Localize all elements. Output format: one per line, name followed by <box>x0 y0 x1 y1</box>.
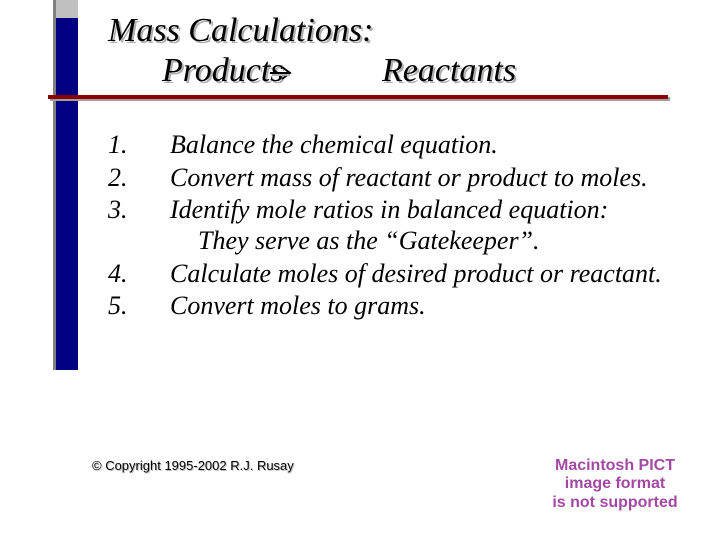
step-text-sub: They serve as the “Gatekeeper”. <box>170 226 608 257</box>
copyright-text: © Copyright 1995-2002 R.J. Rusay <box>92 458 294 473</box>
list-item: 3. Identify mole ratios in balanced equa… <box>108 195 668 256</box>
steps-list: 1. Balance the chemical equation. 2. Con… <box>108 130 668 324</box>
step-number: 2. <box>108 163 170 193</box>
step-text: Convert mass of reactant or product to m… <box>170 163 648 194</box>
divider-rule <box>48 95 668 99</box>
step-number: 5. <box>108 291 170 321</box>
slide: Mass Calculations: Products Reactants 1.… <box>0 0 720 540</box>
list-item: 5. Convert moles to grams. <box>108 291 668 322</box>
title-line-2: Products Reactants <box>108 52 648 90</box>
step-text: Balance the chemical equation. <box>170 130 498 161</box>
list-item: 4. Calculate moles of desired product or… <box>108 259 668 290</box>
step-text: Calculate moles of desired product or re… <box>170 259 662 290</box>
pict-line-2: image format <box>540 475 690 493</box>
step-number: 4. <box>108 259 170 289</box>
title-line-1: Mass Calculations: <box>108 12 648 50</box>
title-reactants: Reactants <box>382 52 516 90</box>
pict-line-1: Macintosh PICT <box>540 457 690 475</box>
accent-bar-cap <box>56 0 78 18</box>
step-text: Convert moles to grams. <box>170 291 426 322</box>
list-item: 2. Convert mass of reactant or product t… <box>108 163 668 194</box>
title-block: Mass Calculations: Products Reactants <box>108 12 648 90</box>
title-products: Products <box>162 52 284 90</box>
pict-line-3: is not supported <box>540 494 690 512</box>
step-text-main: Identify mole ratios in balanced equatio… <box>170 195 608 224</box>
pict-placeholder: Macintosh PICT image format is not suppo… <box>540 457 690 512</box>
step-number: 3. <box>108 195 170 225</box>
list-item: 1. Balance the chemical equation. <box>108 130 668 161</box>
accent-bar <box>56 0 78 370</box>
step-text: Identify mole ratios in balanced equatio… <box>170 195 608 256</box>
step-number: 1. <box>108 130 170 160</box>
